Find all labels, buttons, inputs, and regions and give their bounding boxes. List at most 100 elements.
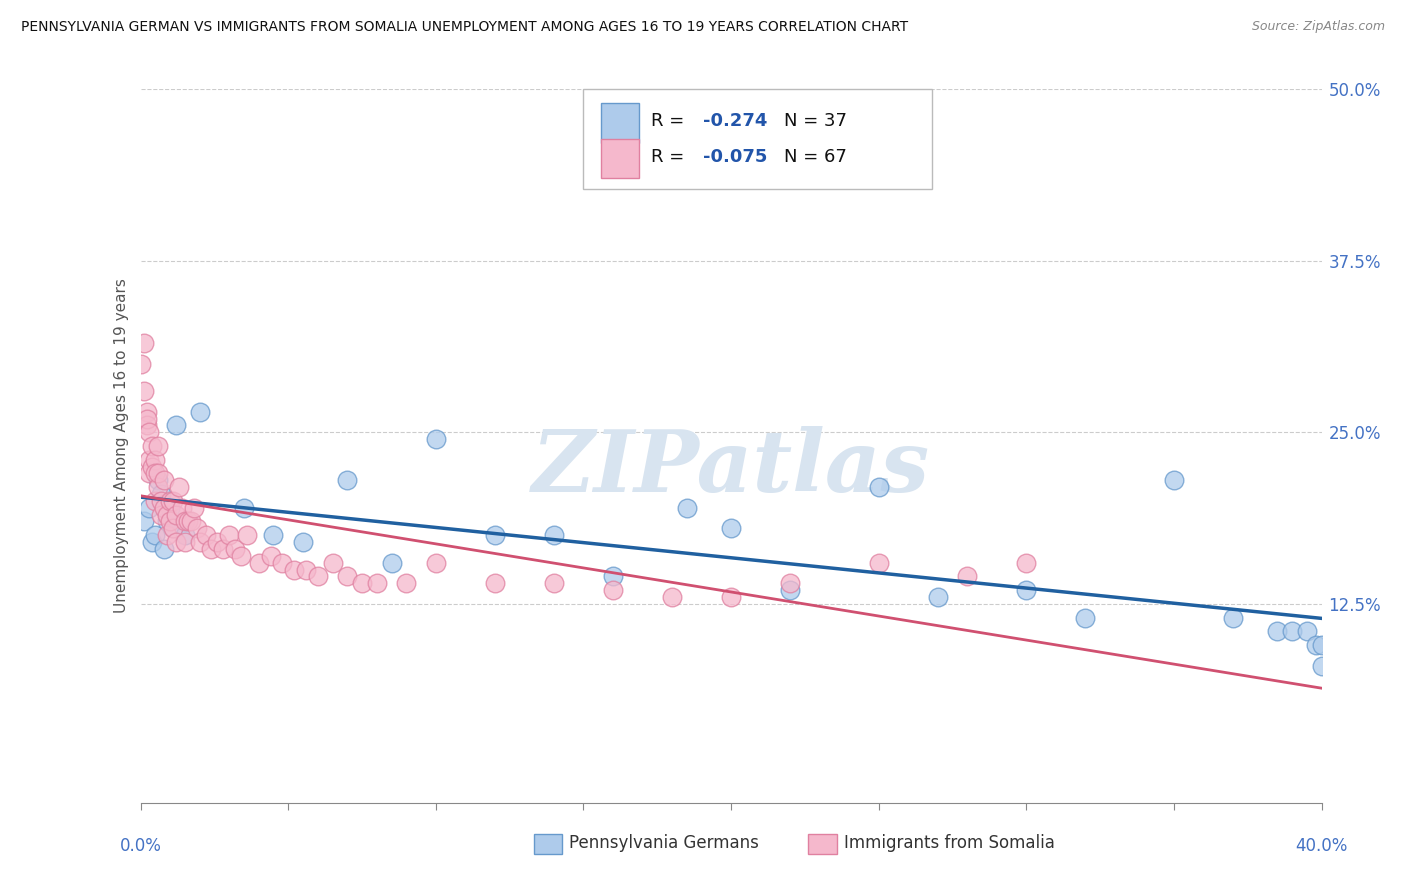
Point: [174, 528, 197, 542]
Point: [543, 528, 565, 542]
Point: [224, 541, 246, 556]
Point: [484, 528, 506, 542]
Point: [1281, 624, 1303, 639]
Bar: [602, 139, 638, 178]
Point: [162, 494, 184, 508]
FancyBboxPatch shape: [583, 89, 932, 189]
Text: PENNSYLVANIA GERMAN VS IMMIGRANTS FROM SOMALIA UNEMPLOYMENT AMONG AGES 16 TO 19 : PENNSYLVANIA GERMAN VS IMMIGRANTS FROM S…: [21, 20, 908, 34]
Point: [868, 556, 890, 570]
Point: [779, 576, 801, 591]
Point: [159, 494, 181, 508]
Point: [156, 515, 179, 529]
Point: [484, 576, 506, 591]
Point: [366, 576, 388, 591]
Text: Immigrants from Somalia: Immigrants from Somalia: [844, 834, 1054, 852]
Point: [188, 535, 211, 549]
Text: 40.0%: 40.0%: [1295, 837, 1348, 855]
Point: [321, 556, 344, 570]
Point: [145, 494, 166, 508]
Text: ZIPatlas: ZIPatlas: [531, 425, 931, 509]
Point: [1310, 638, 1333, 652]
Point: [1310, 658, 1333, 673]
Point: [307, 569, 329, 583]
Text: N = 37: N = 37: [785, 112, 848, 130]
Point: [162, 521, 184, 535]
Point: [229, 549, 252, 563]
Point: [1296, 624, 1319, 639]
Point: [153, 541, 176, 556]
Point: [186, 521, 208, 535]
Point: [132, 515, 155, 529]
Text: -0.075: -0.075: [703, 148, 768, 166]
Point: [295, 562, 318, 576]
Point: [135, 418, 157, 433]
Point: [138, 425, 160, 440]
Point: [138, 452, 160, 467]
Point: [150, 494, 173, 508]
Point: [336, 473, 359, 487]
Point: [153, 500, 176, 515]
Point: [212, 541, 235, 556]
Point: [156, 508, 179, 522]
Point: [868, 480, 890, 494]
Point: [135, 405, 157, 419]
Point: [233, 500, 256, 515]
Point: [425, 556, 447, 570]
Point: [165, 535, 187, 549]
Point: [156, 528, 179, 542]
Point: [676, 500, 699, 515]
Point: [129, 357, 152, 371]
Point: [145, 528, 166, 542]
Text: Pennsylvania Germans: Pennsylvania Germans: [569, 834, 759, 852]
Point: [425, 432, 447, 446]
Point: [1222, 610, 1244, 624]
Point: [148, 480, 170, 494]
Point: [283, 562, 305, 576]
Point: [159, 500, 181, 515]
Point: [352, 576, 374, 591]
Text: R =: R =: [651, 148, 690, 166]
Point: [1163, 473, 1185, 487]
Bar: [602, 103, 638, 143]
Point: [159, 515, 181, 529]
Point: [927, 590, 949, 604]
Point: [132, 384, 155, 398]
Point: [1015, 583, 1038, 598]
Point: [1074, 610, 1097, 624]
Text: Source: ZipAtlas.com: Source: ZipAtlas.com: [1251, 20, 1385, 33]
Point: [602, 583, 624, 598]
Point: [1265, 624, 1288, 639]
Point: [720, 521, 742, 535]
Point: [1305, 638, 1327, 652]
Point: [153, 473, 176, 487]
Point: [262, 528, 284, 542]
Text: 0.0%: 0.0%: [120, 837, 162, 855]
Point: [177, 515, 200, 529]
Point: [720, 590, 742, 604]
Point: [141, 535, 163, 549]
Point: [779, 583, 801, 598]
Point: [135, 411, 157, 425]
Point: [183, 500, 205, 515]
Point: [141, 439, 163, 453]
Point: [174, 515, 197, 529]
Point: [162, 521, 184, 535]
Point: [1015, 556, 1038, 570]
Point: [271, 556, 294, 570]
Point: [138, 467, 160, 481]
Point: [200, 541, 222, 556]
Point: [145, 467, 166, 481]
Point: [150, 508, 173, 522]
Point: [956, 569, 979, 583]
Y-axis label: Unemployment Among Ages 16 to 19 years: Unemployment Among Ages 16 to 19 years: [114, 278, 129, 614]
Point: [602, 569, 624, 583]
Point: [174, 535, 197, 549]
Point: [148, 473, 170, 487]
Point: [194, 528, 217, 542]
Point: [218, 528, 240, 542]
Text: -0.274: -0.274: [703, 112, 768, 130]
Point: [259, 549, 281, 563]
Point: [167, 480, 190, 494]
Point: [150, 487, 173, 501]
Point: [148, 467, 170, 481]
